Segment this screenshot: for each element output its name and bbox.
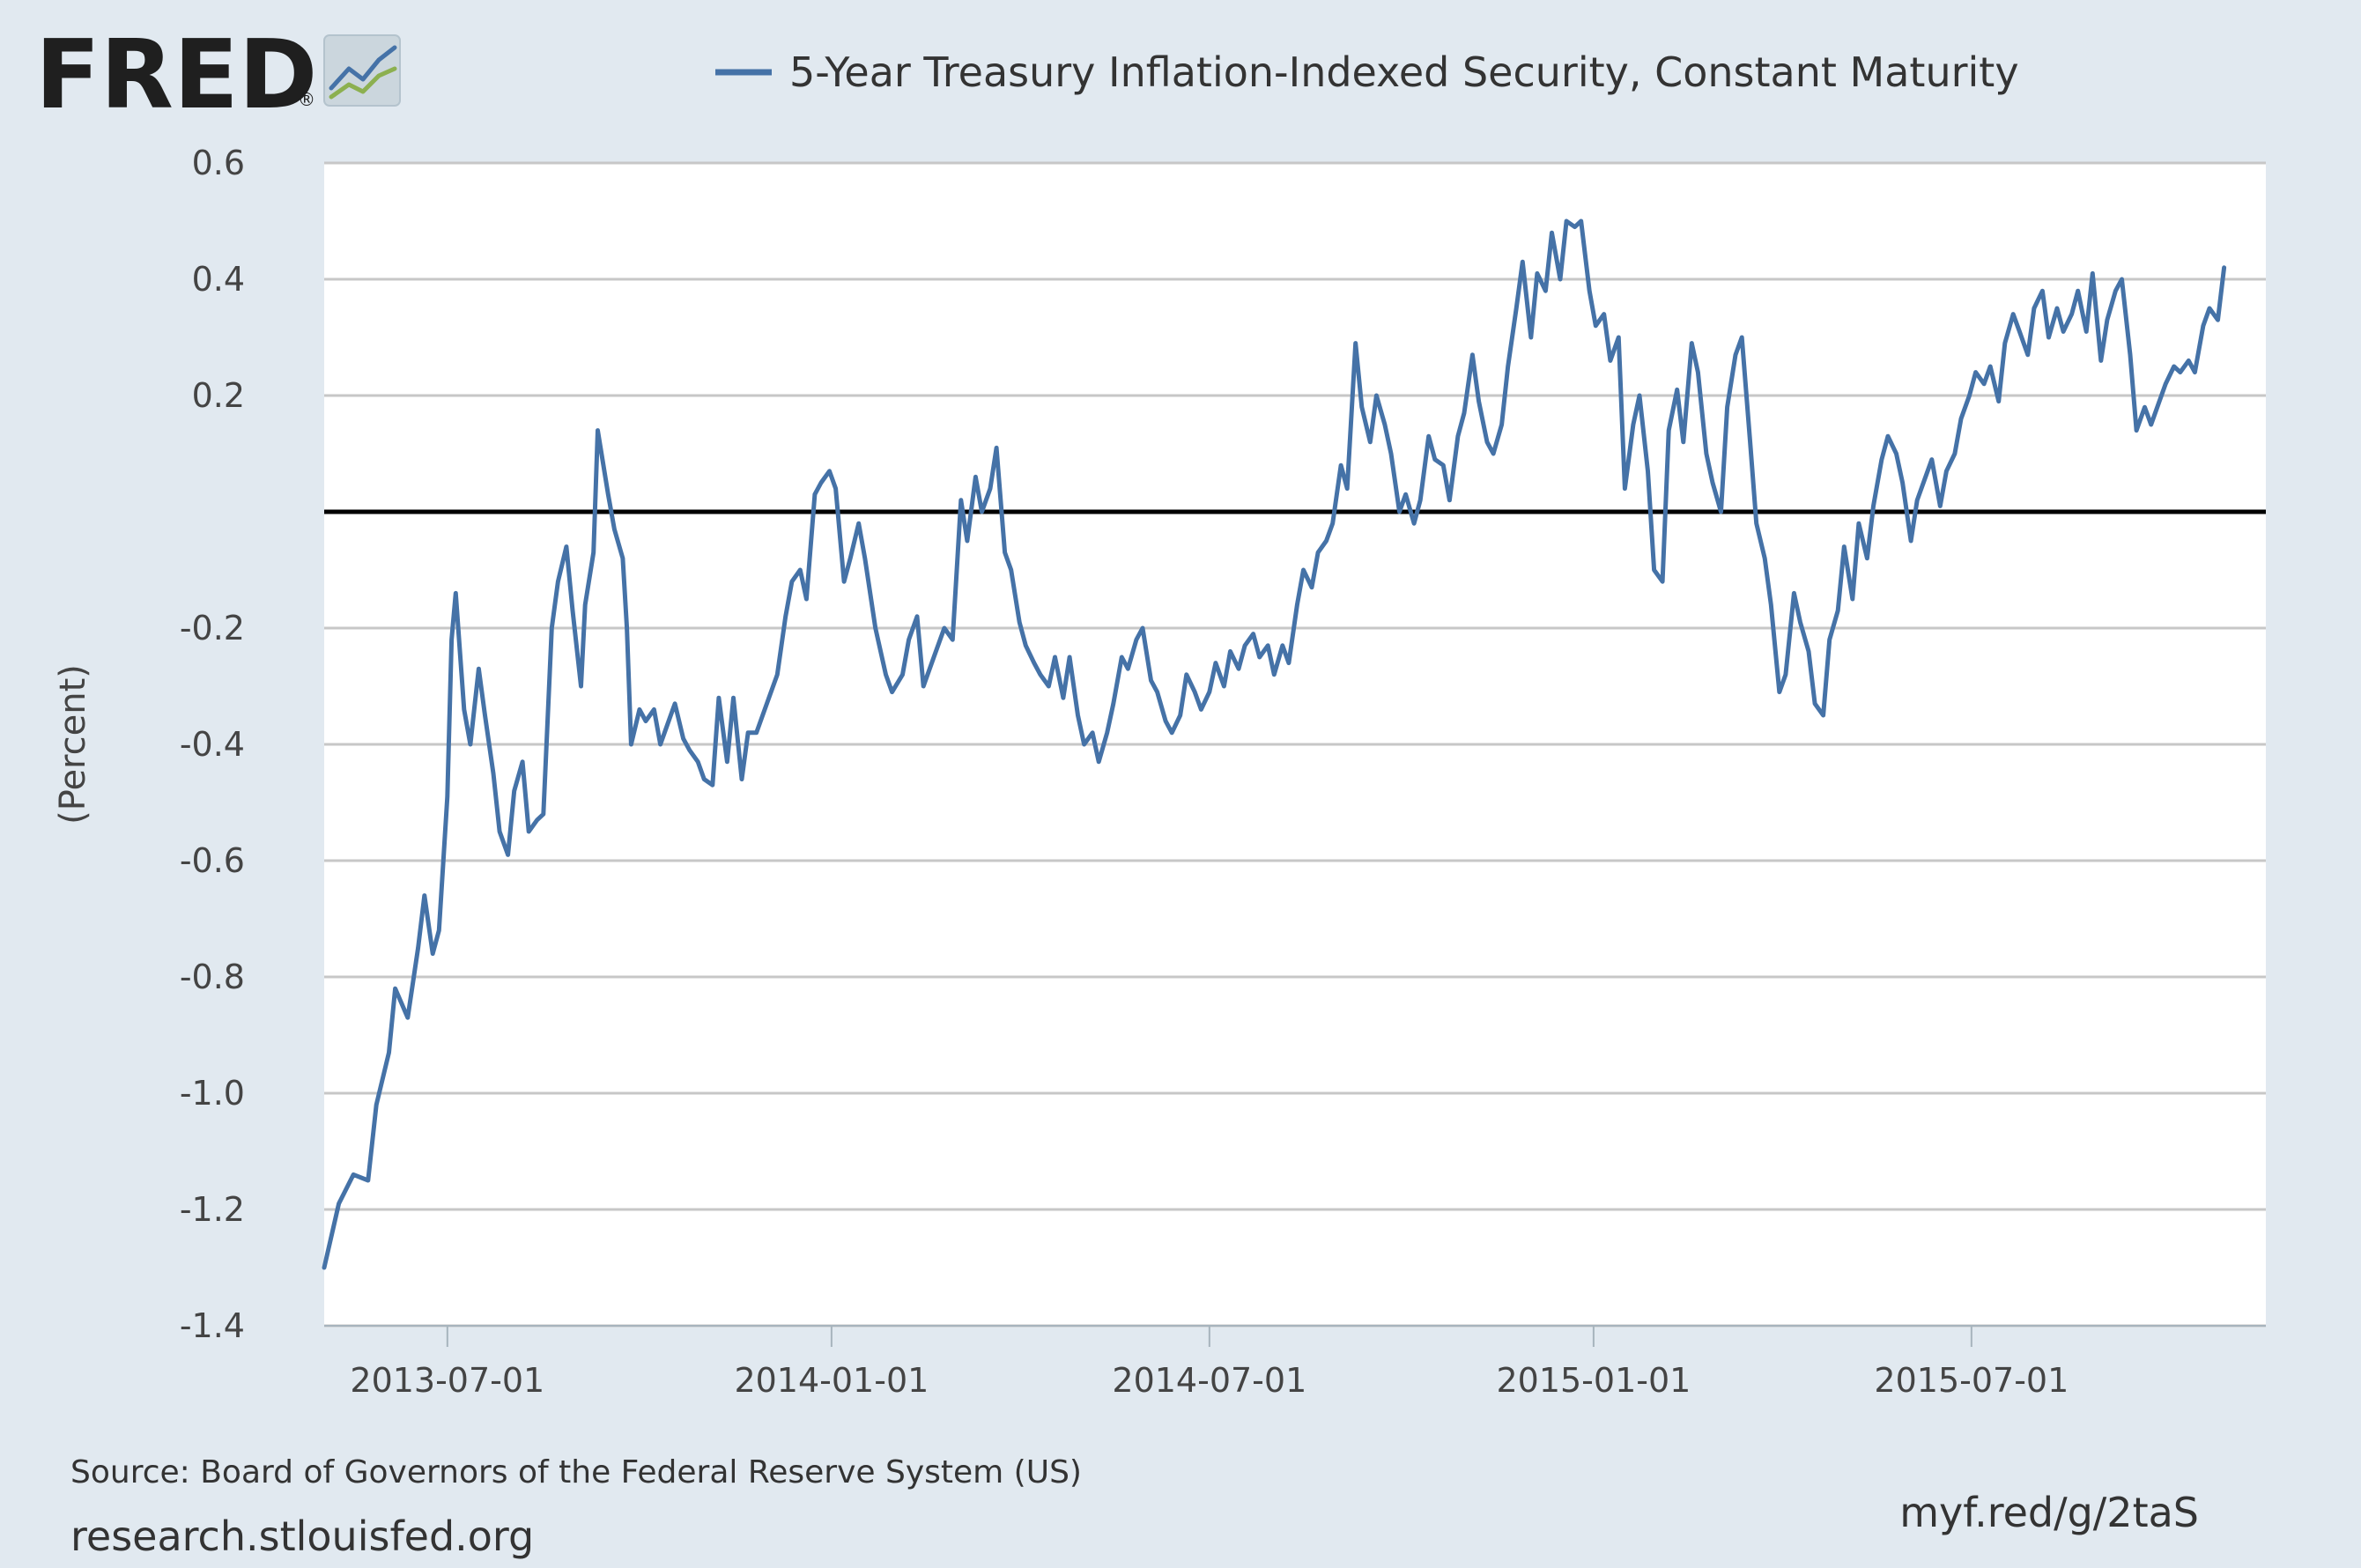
y-axis-ticks: 0.6 0.4 0.2 -0.2 -0.4 -0.6 -0.8 -1.0 -1.2 -1.4	[180, 144, 245, 1345]
y-axis-label: (Percent)	[53, 664, 93, 825]
y-tick-label: 0.2	[192, 376, 245, 415]
y-tick-label: -1.4	[180, 1306, 245, 1345]
x-tick-label: 2013-07-01	[350, 1361, 544, 1400]
y-tick-label: -0.4	[180, 725, 245, 764]
x-tick-label: 2015-01-01	[1496, 1361, 1691, 1400]
y-tick-label: -1.2	[180, 1190, 245, 1229]
source-text: Source: Board of Governors of the Federa…	[70, 1454, 1082, 1490]
fred-logo[interactable]: FRED ®	[35, 20, 401, 130]
fred-logo-text: FRED	[35, 20, 317, 130]
x-tick-label: 2015-07-01	[1874, 1361, 2069, 1400]
legend[interactable]: 5-Year Treasury Inflation-Indexed Securi…	[715, 48, 2019, 96]
x-tick-label: 2014-07-01	[1112, 1361, 1306, 1400]
y-tick-label: 0.4	[192, 260, 245, 299]
short-link[interactable]: myf.red/g/2taS	[1899, 1489, 2199, 1536]
y-tick-label: -1.0	[180, 1074, 245, 1113]
legend-label: 5-Year Treasury Inflation-Indexed Securi…	[789, 48, 2019, 96]
series-lines[interactable]	[322, 218, 2227, 1270]
series-line[interactable]	[322, 218, 2227, 1270]
x-tick-label: 2014-01-01	[734, 1361, 929, 1400]
y-tick-label: 0.6	[192, 144, 245, 182]
registered-mark: ®	[298, 89, 315, 110]
y-tick-label: -0.8	[180, 958, 245, 996]
y-tick-label: -0.6	[180, 841, 245, 880]
fred-graph-icon	[323, 34, 401, 107]
y-tick-label: -0.2	[180, 609, 245, 647]
site-link[interactable]: research.stlouisfed.org	[70, 1513, 534, 1560]
x-axis-ticks: 2013-07-01 2014-01-01 2014-07-01 2015-01-01…	[350, 1326, 2069, 1400]
